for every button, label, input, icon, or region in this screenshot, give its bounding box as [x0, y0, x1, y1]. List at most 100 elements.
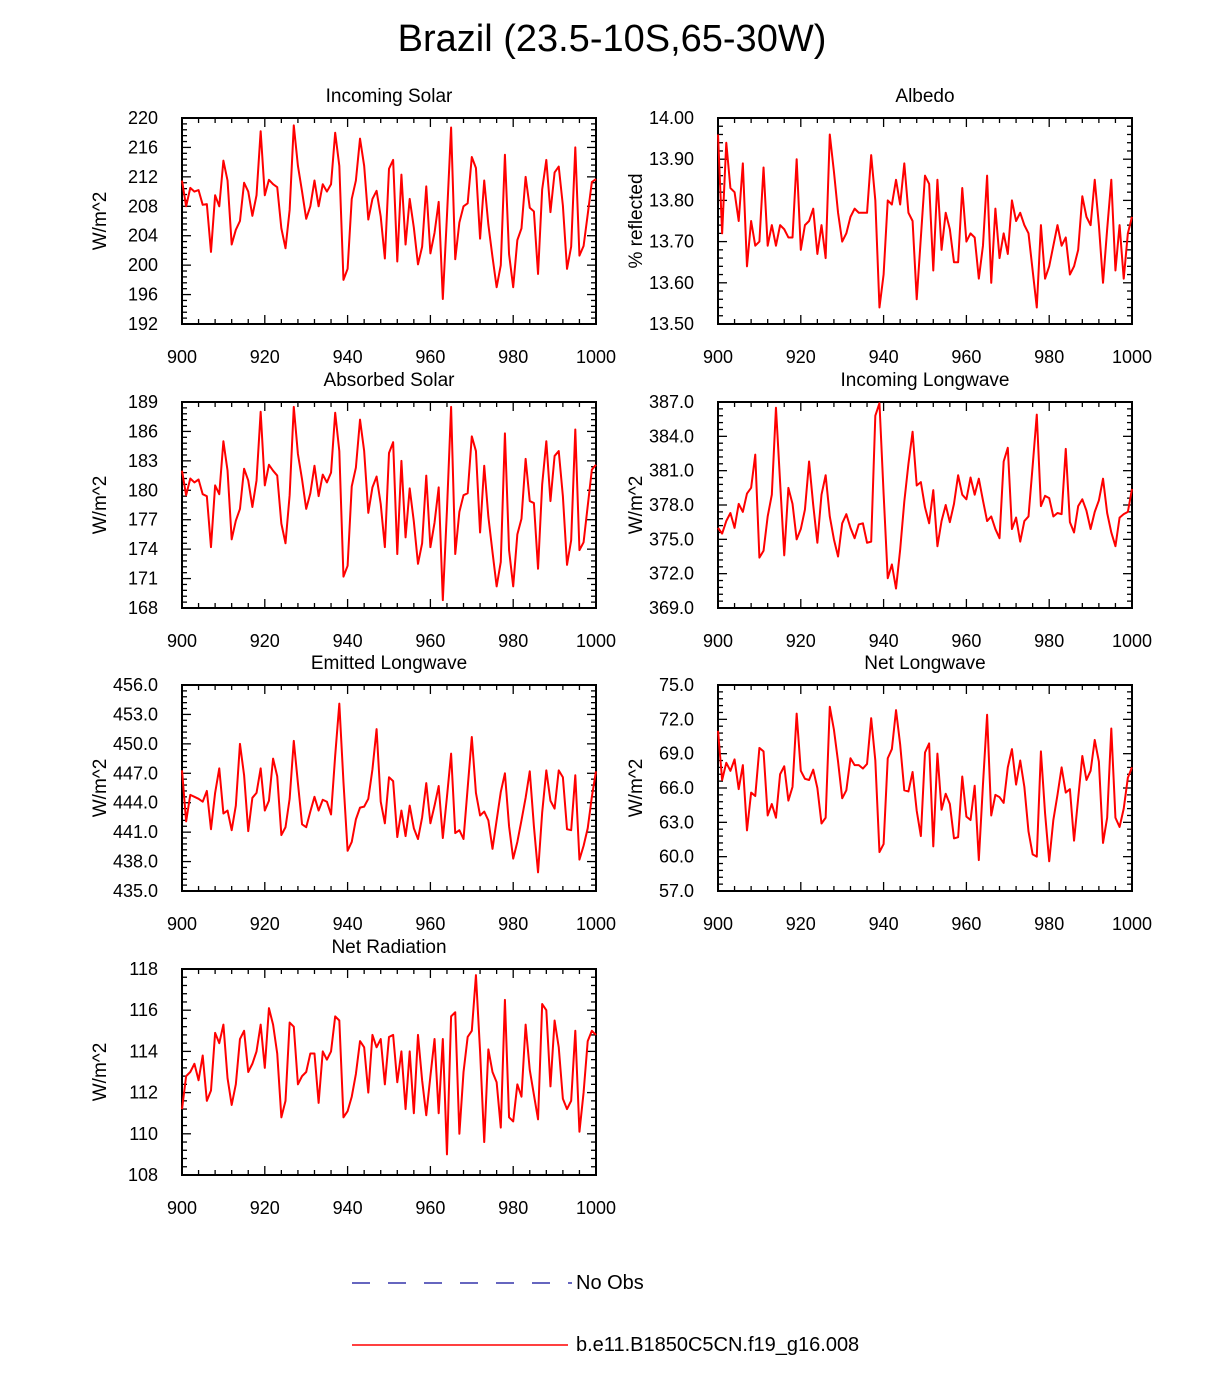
x-tick-label: 940: [333, 1198, 363, 1218]
x-tick-label: 960: [951, 347, 981, 367]
y-tick-label: 63.0: [659, 812, 694, 832]
panel-title: Net Radiation: [331, 937, 446, 958]
y-tick-label: 13.90: [649, 149, 694, 169]
x-tick-label: 1000: [1112, 631, 1152, 651]
y-tick-label: 444.0: [113, 793, 158, 813]
series-line: [181, 405, 597, 602]
series-line: [717, 133, 1133, 309]
y-axis-label: W/m^2: [90, 192, 111, 251]
panel-title: Net Longwave: [864, 653, 985, 674]
panel-title: Albedo: [895, 86, 954, 107]
panel-net-longwave: 900 920 940 960 980 1000 57.0 60.0 63.0 66.0 69.0 7…: [626, 653, 1152, 934]
x-tick-label: 960: [951, 914, 981, 934]
panel-title: Incoming Solar: [326, 86, 453, 107]
x-tick-label: 940: [869, 914, 899, 934]
x-tick-label: 920: [250, 347, 280, 367]
y-tick-label: 13.50: [649, 314, 694, 334]
legend-swatch-dashed: [352, 1282, 572, 1284]
y-tick-label: 186: [128, 421, 158, 441]
x-tick-label: 980: [1034, 347, 1064, 367]
x-tick-label: 900: [167, 1198, 197, 1218]
plot-frame: [717, 684, 1133, 892]
y-tick-label: 216: [128, 137, 158, 157]
y-tick-label: 384.0: [649, 426, 694, 446]
x-tick-label: 900: [703, 914, 733, 934]
y-tick-label: 450.0: [113, 734, 158, 754]
y-tick-label: 372.0: [649, 564, 694, 584]
x-tick-label: 1000: [576, 914, 616, 934]
y-tick-label: 435.0: [113, 881, 158, 901]
y-tick-label: 438.0: [113, 852, 158, 872]
y-tick-label: 204: [128, 226, 158, 246]
x-tick-label: 920: [250, 1198, 280, 1218]
y-tick-label: 220: [128, 108, 158, 128]
y-tick-label: 57.0: [659, 881, 694, 901]
y-tick-label: 13.70: [649, 232, 694, 252]
y-tick-label: 212: [128, 167, 158, 187]
x-tick-label: 1000: [576, 631, 616, 651]
y-tick-label: 118: [129, 959, 158, 979]
y-tick-label: 369.0: [649, 598, 694, 618]
y-axis-label: W/m^2: [626, 759, 647, 818]
x-tick-label: 900: [703, 347, 733, 367]
figure-title: Brazil (23.5-10S,65-30W): [397, 18, 827, 60]
y-axis-label: W/m^2: [90, 759, 111, 818]
series-line: [181, 124, 597, 300]
x-tick-label: 980: [498, 1198, 528, 1218]
panel-incoming-longwave: 900 920 940 960 980 1000 369.0 372.0 375.0 378.0 3…: [626, 370, 1152, 651]
y-tick-label: 116: [129, 1000, 158, 1020]
x-tick-label: 940: [333, 347, 363, 367]
x-tick-label: 960: [951, 631, 981, 651]
y-tick-label: 189: [128, 392, 158, 412]
y-tick-label: 60.0: [659, 847, 694, 867]
y-tick-label: 108: [128, 1165, 158, 1185]
plot-frame: [181, 968, 597, 1176]
x-tick-label: 980: [1034, 914, 1064, 934]
legend-swatch-solid: [352, 1344, 568, 1346]
panel-title: Incoming Longwave: [841, 370, 1010, 391]
panel-absorbed-solar: 900 920 940 960 980 1000 168 171 174 177 180 183 186…: [90, 370, 616, 651]
x-tick-label: 1000: [576, 1198, 616, 1218]
y-tick-label: 453.0: [113, 704, 158, 724]
x-tick-label: 960: [415, 1198, 445, 1218]
x-tick-label: 920: [786, 347, 816, 367]
y-tick-label: 192: [128, 314, 158, 334]
panel-title: Absorbed Solar: [324, 370, 456, 391]
y-tick-label: 110: [129, 1124, 158, 1144]
y-tick-label: 208: [128, 196, 158, 216]
y-tick-label: 447.0: [113, 763, 158, 783]
panel-emitted-longwave: 900 920 940 960 980 1000 435.0 438.0 441.0 444.0 4…: [90, 653, 616, 934]
legend-entry-model-run: b.e11.B1850C5CN.f19_g16.008: [352, 1330, 912, 1360]
x-tick-label: 900: [167, 631, 197, 651]
y-tick-label: 112: [129, 1083, 158, 1103]
x-tick-label: 980: [1034, 631, 1064, 651]
y-tick-label: 13.60: [649, 273, 694, 293]
y-tick-label: 171: [128, 569, 158, 589]
panel-title: Emitted Longwave: [311, 653, 467, 674]
series-line: [717, 705, 1133, 863]
plot-frame: [181, 401, 597, 609]
y-tick-label: 375.0: [649, 529, 694, 549]
y-tick-label: 75.0: [659, 675, 694, 695]
y-tick-label: 69.0: [659, 744, 694, 764]
x-tick-label: 940: [333, 914, 363, 934]
y-tick-label: 66.0: [659, 778, 694, 798]
y-tick-label: 174: [128, 539, 158, 559]
y-tick-label: 13.80: [649, 190, 694, 210]
y-axis-label: % reflected: [626, 173, 647, 268]
legend-label: b.e11.B1850C5CN.f19_g16.008: [576, 1334, 860, 1356]
x-tick-label: 920: [250, 914, 280, 934]
x-tick-label: 920: [786, 631, 816, 651]
y-tick-label: 387.0: [649, 392, 694, 412]
plot-frame: [181, 684, 597, 892]
x-tick-label: 960: [415, 631, 445, 651]
x-tick-label: 900: [703, 631, 733, 651]
series-line: [717, 402, 1133, 590]
y-tick-label: 114: [129, 1041, 158, 1061]
series-line: [181, 702, 597, 874]
legend-label: No Obs: [576, 1272, 644, 1294]
panel-net-radiation: 900 920 940 960 980 1000 108 110 112 114 116 118 Net…: [90, 937, 616, 1218]
y-tick-label: 72.0: [659, 709, 694, 729]
x-tick-label: 980: [498, 631, 528, 651]
